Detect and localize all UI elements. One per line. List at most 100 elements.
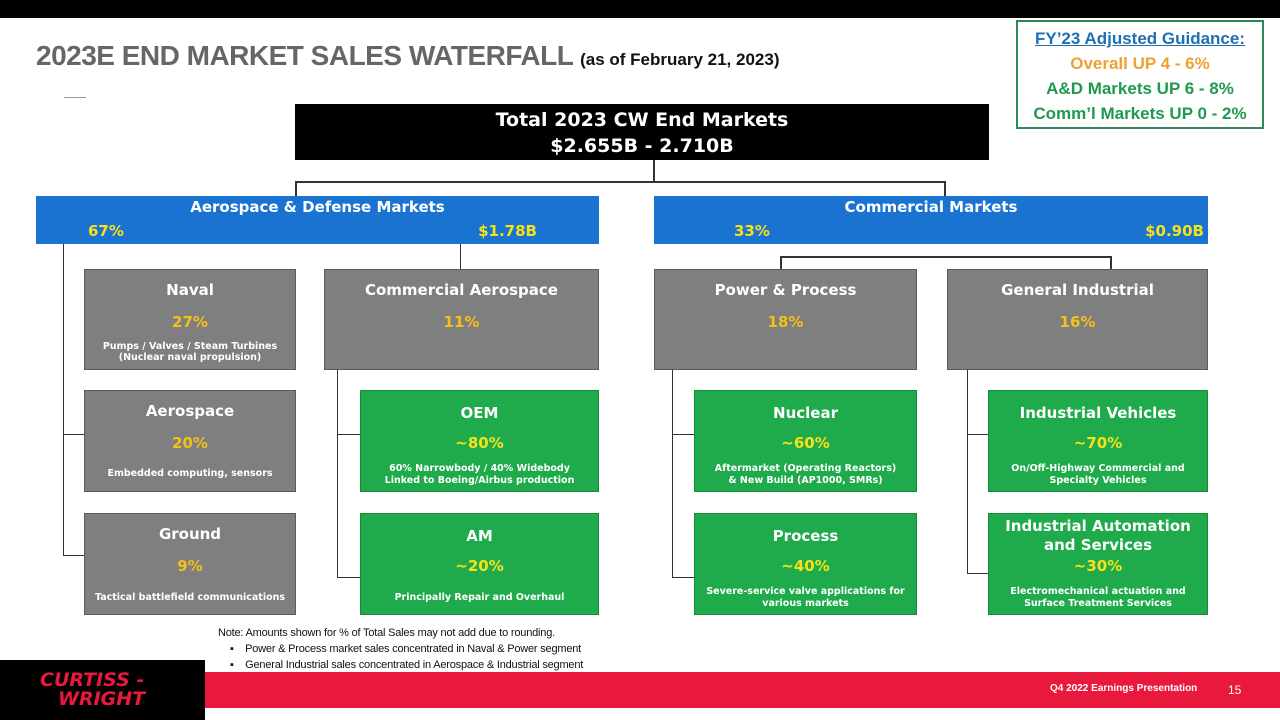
market-aerospace: Aerospace 20% Embedded computing, sensor… — [84, 390, 296, 492]
vehicles-title: Industrial Vehicles — [1019, 404, 1177, 422]
guidance-comm: Comm’l Markets UP 0 - 2% — [1033, 104, 1247, 123]
automation-pct: ~30% — [1073, 557, 1123, 575]
connector — [653, 160, 655, 182]
nuclear-desc1: Aftermarket (Operating Reactors) — [714, 463, 897, 474]
process-desc1: Severe-service valve applications for — [706, 586, 905, 597]
oem-title: OEM — [460, 404, 499, 422]
nuclear-pct: ~60% — [781, 434, 830, 452]
footer-bar — [0, 672, 1280, 708]
segment-commercial-pct: 33% — [734, 222, 770, 240]
note-rounding: Note: Amounts shown for % of Total Sales… — [218, 627, 555, 639]
automation-title1: Industrial Automation — [1005, 517, 1191, 535]
am-title: AM — [466, 527, 493, 545]
total-box: Total 2023 CW End Markets $2.655B - 2.71… — [295, 104, 989, 160]
segment-commercial-name: Commercial Markets — [844, 198, 1018, 216]
ground-title: Ground — [158, 525, 222, 543]
nuclear-title: Nuclear — [773, 404, 838, 422]
top-bar — [0, 0, 1280, 18]
market-am: AM ~20% Principally Repair and Overhaul — [360, 513, 599, 615]
market-ground: Ground 9% Tactical battlefield communica… — [84, 513, 296, 615]
naval-desc2: (Nuclear naval propulsion) — [118, 352, 262, 363]
segment-ad-pct: 67% — [88, 222, 124, 240]
automation-desc1: Electromechanical actuation and — [1010, 586, 1186, 597]
naval-desc1: Pumps / Valves / Steam Turbines — [102, 341, 278, 352]
naval-pct: 27% — [172, 313, 208, 331]
vehicles-pct: ~70% — [1073, 434, 1123, 452]
connector — [967, 434, 988, 435]
market-oem: OEM ~80% 60% Narrowbody / 40% Widebody L… — [360, 390, 599, 492]
page-title: 2023E END MARKET SALES WATERFALL (as of … — [36, 40, 779, 72]
guidance-overall: Overall UP 4 - 6% — [1070, 54, 1210, 73]
guidance-heading: FY’23 Adjusted Guidance: — [1034, 29, 1246, 48]
footnotes: Note: Amounts shown for % of Total Sales… — [218, 625, 583, 673]
segment-ad-name: Aerospace & Defense Markets — [190, 198, 445, 216]
market-nuclear: Nuclear ~60% Aftermarket (Operating Reac… — [694, 390, 917, 492]
aerospace-pct: 20% — [172, 434, 208, 452]
oem-desc1: 60% Narrowbody / 40% Widebody — [389, 463, 570, 474]
connector — [672, 370, 673, 578]
market-process: Process ~40% Severe-service valve applic… — [694, 513, 917, 615]
note-bullet-2-text: General Industrial sales concentrated in… — [245, 659, 584, 671]
automation-title2: and Services — [1043, 536, 1153, 554]
connector — [337, 370, 338, 578]
page-number: 15 — [1228, 683, 1242, 697]
aerospace-desc: Embedded computing, sensors — [107, 468, 273, 479]
connector — [967, 370, 968, 574]
connector — [780, 256, 1112, 258]
title-main: 2023E END MARKET SALES WATERFALL — [36, 40, 573, 71]
oem-pct: ~80% — [455, 434, 504, 452]
connector — [967, 573, 988, 574]
footer-label: Q4 2022 Earnings Presentation — [1050, 683, 1198, 694]
connector — [63, 555, 84, 556]
connector — [295, 181, 297, 197]
process-desc2: various markets — [762, 598, 849, 609]
am-desc: Principally Repair and Overhaul — [394, 592, 565, 603]
connector — [337, 577, 360, 578]
company-logo: CURTISS - WRIGHT — [0, 660, 205, 720]
logo-line-1: CURTISS - — [40, 669, 145, 691]
aerospace-title: Aerospace — [145, 402, 235, 420]
connector — [337, 434, 360, 435]
market-naval: Naval 27% Pumps / Valves / Steam Turbine… — [84, 269, 296, 370]
title-sub: (as of February 21, 2023) — [580, 50, 780, 69]
process-title: Process — [772, 527, 839, 545]
note-bullet-1-text: Power & Process market sales concentrate… — [245, 643, 582, 655]
connector — [295, 181, 946, 183]
guidance-box: FY’23 Adjusted Guidance: Overall UP 4 - … — [1016, 20, 1264, 129]
power-pct: 18% — [767, 313, 804, 331]
segment-ad-amount: $1.78B — [478, 222, 537, 240]
total-title: Total 2023 CW End Markets — [495, 109, 789, 131]
ground-pct: 9% — [177, 557, 203, 575]
segment-commercial: Commercial Markets 33% $0.90B — [654, 196, 1208, 244]
general-pct: 16% — [1059, 313, 1096, 331]
note-bullet-2: ▪ General Industrial sales concentrated … — [230, 659, 584, 671]
segment-commercial-amount: $0.90B — [1145, 222, 1204, 240]
connector — [63, 434, 84, 435]
connector — [672, 434, 694, 435]
connector — [460, 244, 461, 269]
oem-desc2: Linked to Boeing/Airbus production — [384, 475, 575, 486]
general-title: General Industrial — [1001, 281, 1154, 299]
market-industrial-vehicles: Industrial Vehicles ~70% On/Off-Highway … — [988, 390, 1208, 492]
logo-line-2: WRIGHT — [58, 688, 146, 710]
market-general-industrial: General Industrial 16% — [947, 269, 1208, 370]
guidance-ad: A&D Markets UP 6 - 8% — [1046, 79, 1234, 98]
process-pct: ~40% — [781, 557, 830, 575]
title-rule — [64, 97, 86, 98]
note-bullet-1: ▪ Power & Process market sales concentra… — [230, 643, 582, 655]
market-industrial-automation: Industrial Automation and Services ~30% … — [988, 513, 1208, 615]
market-power-process: Power & Process 18% — [654, 269, 917, 370]
nuclear-desc2: & New Build (AP1000, SMRs) — [728, 475, 883, 486]
naval-title: Naval — [166, 281, 214, 299]
connector — [672, 577, 694, 578]
connector — [63, 244, 64, 556]
comm-aero-pct: 11% — [443, 313, 480, 331]
vehicles-desc2: Specialty Vehicles — [1049, 475, 1147, 486]
total-value: $2.655B - 2.710B — [550, 135, 734, 157]
connector — [1110, 256, 1112, 269]
connector — [944, 181, 946, 197]
vehicles-desc1: On/Off-Highway Commercial and — [1011, 463, 1185, 474]
ground-desc: Tactical battlefield communications — [94, 592, 286, 603]
segment-ad: Aerospace & Defense Markets 67% $1.78B — [36, 196, 599, 244]
market-commercial-aerospace: Commercial Aerospace 11% — [324, 269, 599, 370]
